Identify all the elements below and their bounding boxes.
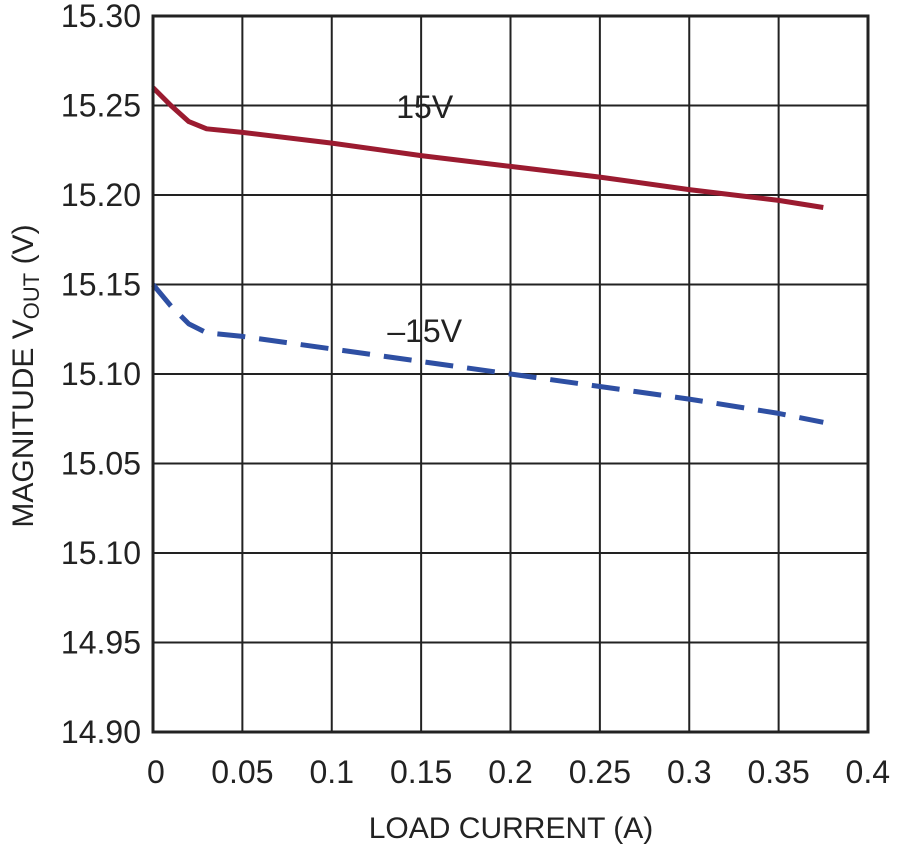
x-tick-label: 0.1 [310,754,354,790]
x-tick-label: 0.25 [569,754,631,790]
x-axis-title: LOAD CURRENT (A) [369,812,653,845]
y-tick-label: 15.10 [61,356,141,392]
x-tick-label: 0.15 [390,754,452,790]
series-line-0 [151,85,824,210]
y-tick-labels: 15.30 15.25 15.20 15.15 15.10 15.05 15.10 14.95… [61,0,141,750]
y-tick-label: 15.15 [61,267,141,303]
x-tick-label: 0.05 [211,754,273,790]
plot-frame [151,14,870,734]
y-tick-label: 15.10 [61,535,141,571]
y-tick-label: 15.05 [61,446,141,482]
y-axis-title: MAGNITUDE VOUT (V) [7,224,44,527]
y-axis-title-subscript: OUT [19,273,44,319]
y-axis-title-suffix: (V) [7,224,40,272]
y-tick-label: 15.25 [61,88,141,124]
y-tick-label: 15.30 [61,0,141,34]
y-tick-label: 14.95 [61,625,141,661]
series-label-0: 15V [396,89,454,125]
series-line-1 [151,282,824,425]
x-tick-label: 0 [147,754,165,790]
y-tick-label: 14.90 [61,714,141,750]
x-tick-label: 0.4 [846,754,890,790]
series-lines [151,85,824,425]
y-tick-label: 15.20 [61,177,141,213]
series-label-1: –15V [387,313,462,349]
x-tick-label: 0.2 [488,754,532,790]
x-tick-label: 0.35 [747,754,809,790]
series-labels: 15V –15V [387,89,462,349]
y-axis-title-prefix: MAGNITUDE V [7,319,40,527]
x-tick-label: 0.3 [667,754,711,790]
x-tick-labels: 0 0.05 0.1 0.15 0.2 0.25 0.3 0.35 0.4 [147,754,890,790]
